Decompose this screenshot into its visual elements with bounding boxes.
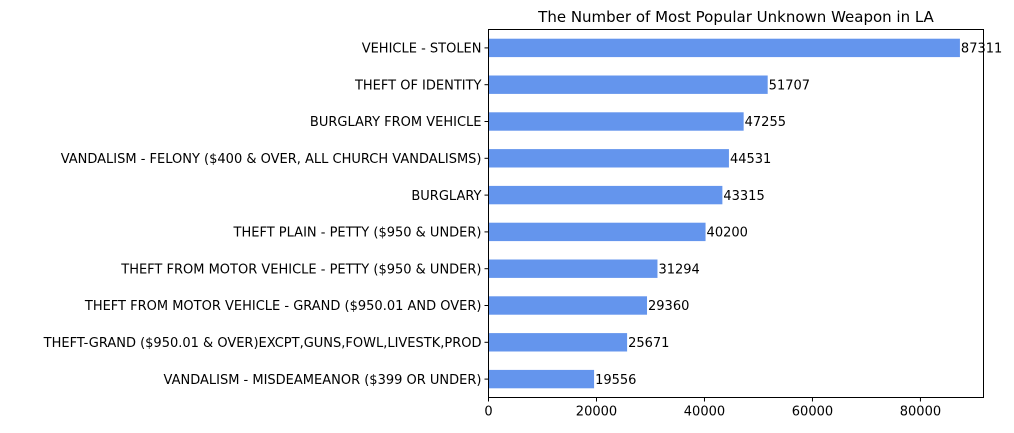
bar-value-label: 44531: [730, 152, 771, 167]
category-label: BURGLARY FROM VEHICLE: [310, 115, 482, 130]
bar: [488, 185, 723, 205]
category-label: THEFT PLAIN - PETTY ($950 & UNDER): [233, 226, 482, 241]
bar: [488, 333, 628, 352]
bar-value-label: 51707: [769, 78, 810, 93]
category-label: VANDALISM - MISDEAMEANOR ($399 OR UNDER): [164, 373, 482, 388]
bar: [488, 369, 595, 389]
bar-value-label: 40200: [707, 226, 748, 241]
x-tick-label: 60000: [792, 405, 833, 420]
x-tick-label: 0: [484, 405, 492, 420]
bar-value-label: 43315: [723, 189, 764, 204]
x-tick-label: 80000: [900, 405, 941, 420]
bar: [488, 149, 729, 168]
axes-layer: [484, 29, 984, 402]
bar-value-label: 29360: [648, 299, 689, 314]
category-label: THEFT-GRAND ($950.01 & OVER)EXCPT,GUNS,F…: [43, 336, 482, 351]
bar: [488, 222, 706, 242]
x-tick-label: 20000: [576, 405, 617, 420]
bar: [488, 38, 960, 58]
chart-title: The Number of Most Popular Unknown Weapo…: [537, 8, 934, 26]
bar-value-label: 19556: [595, 373, 636, 388]
bar-value-label: 47255: [745, 115, 786, 130]
plot-frame: [488, 29, 984, 398]
bars-layer: [488, 38, 960, 389]
labels-layer: 87311 VEHICLE - STOLEN 51707 THEFT OF IDENT…: [43, 42, 1003, 420]
category-label: VANDALISM - FELONY ($400 & OVER, ALL CHU…: [61, 152, 482, 167]
category-label: VEHICLE - STOLEN: [362, 42, 482, 57]
bar: [488, 112, 744, 131]
category-label: THEFT FROM MOTOR VEHICLE - PETTY ($950 &…: [120, 262, 481, 277]
bar: [488, 296, 648, 315]
category-label: BURGLARY: [411, 189, 481, 204]
bar: [488, 75, 768, 94]
bar-value-label: 31294: [658, 262, 699, 277]
category-label: THEFT OF IDENTITY: [354, 78, 482, 93]
bar-value-label: 87311: [961, 42, 1002, 57]
x-tick-label: 40000: [684, 405, 725, 420]
bar-value-label: 25671: [628, 336, 669, 351]
category-label: THEFT FROM MOTOR VEHICLE - GRAND ($950.0…: [84, 299, 482, 314]
bar: [488, 259, 658, 278]
